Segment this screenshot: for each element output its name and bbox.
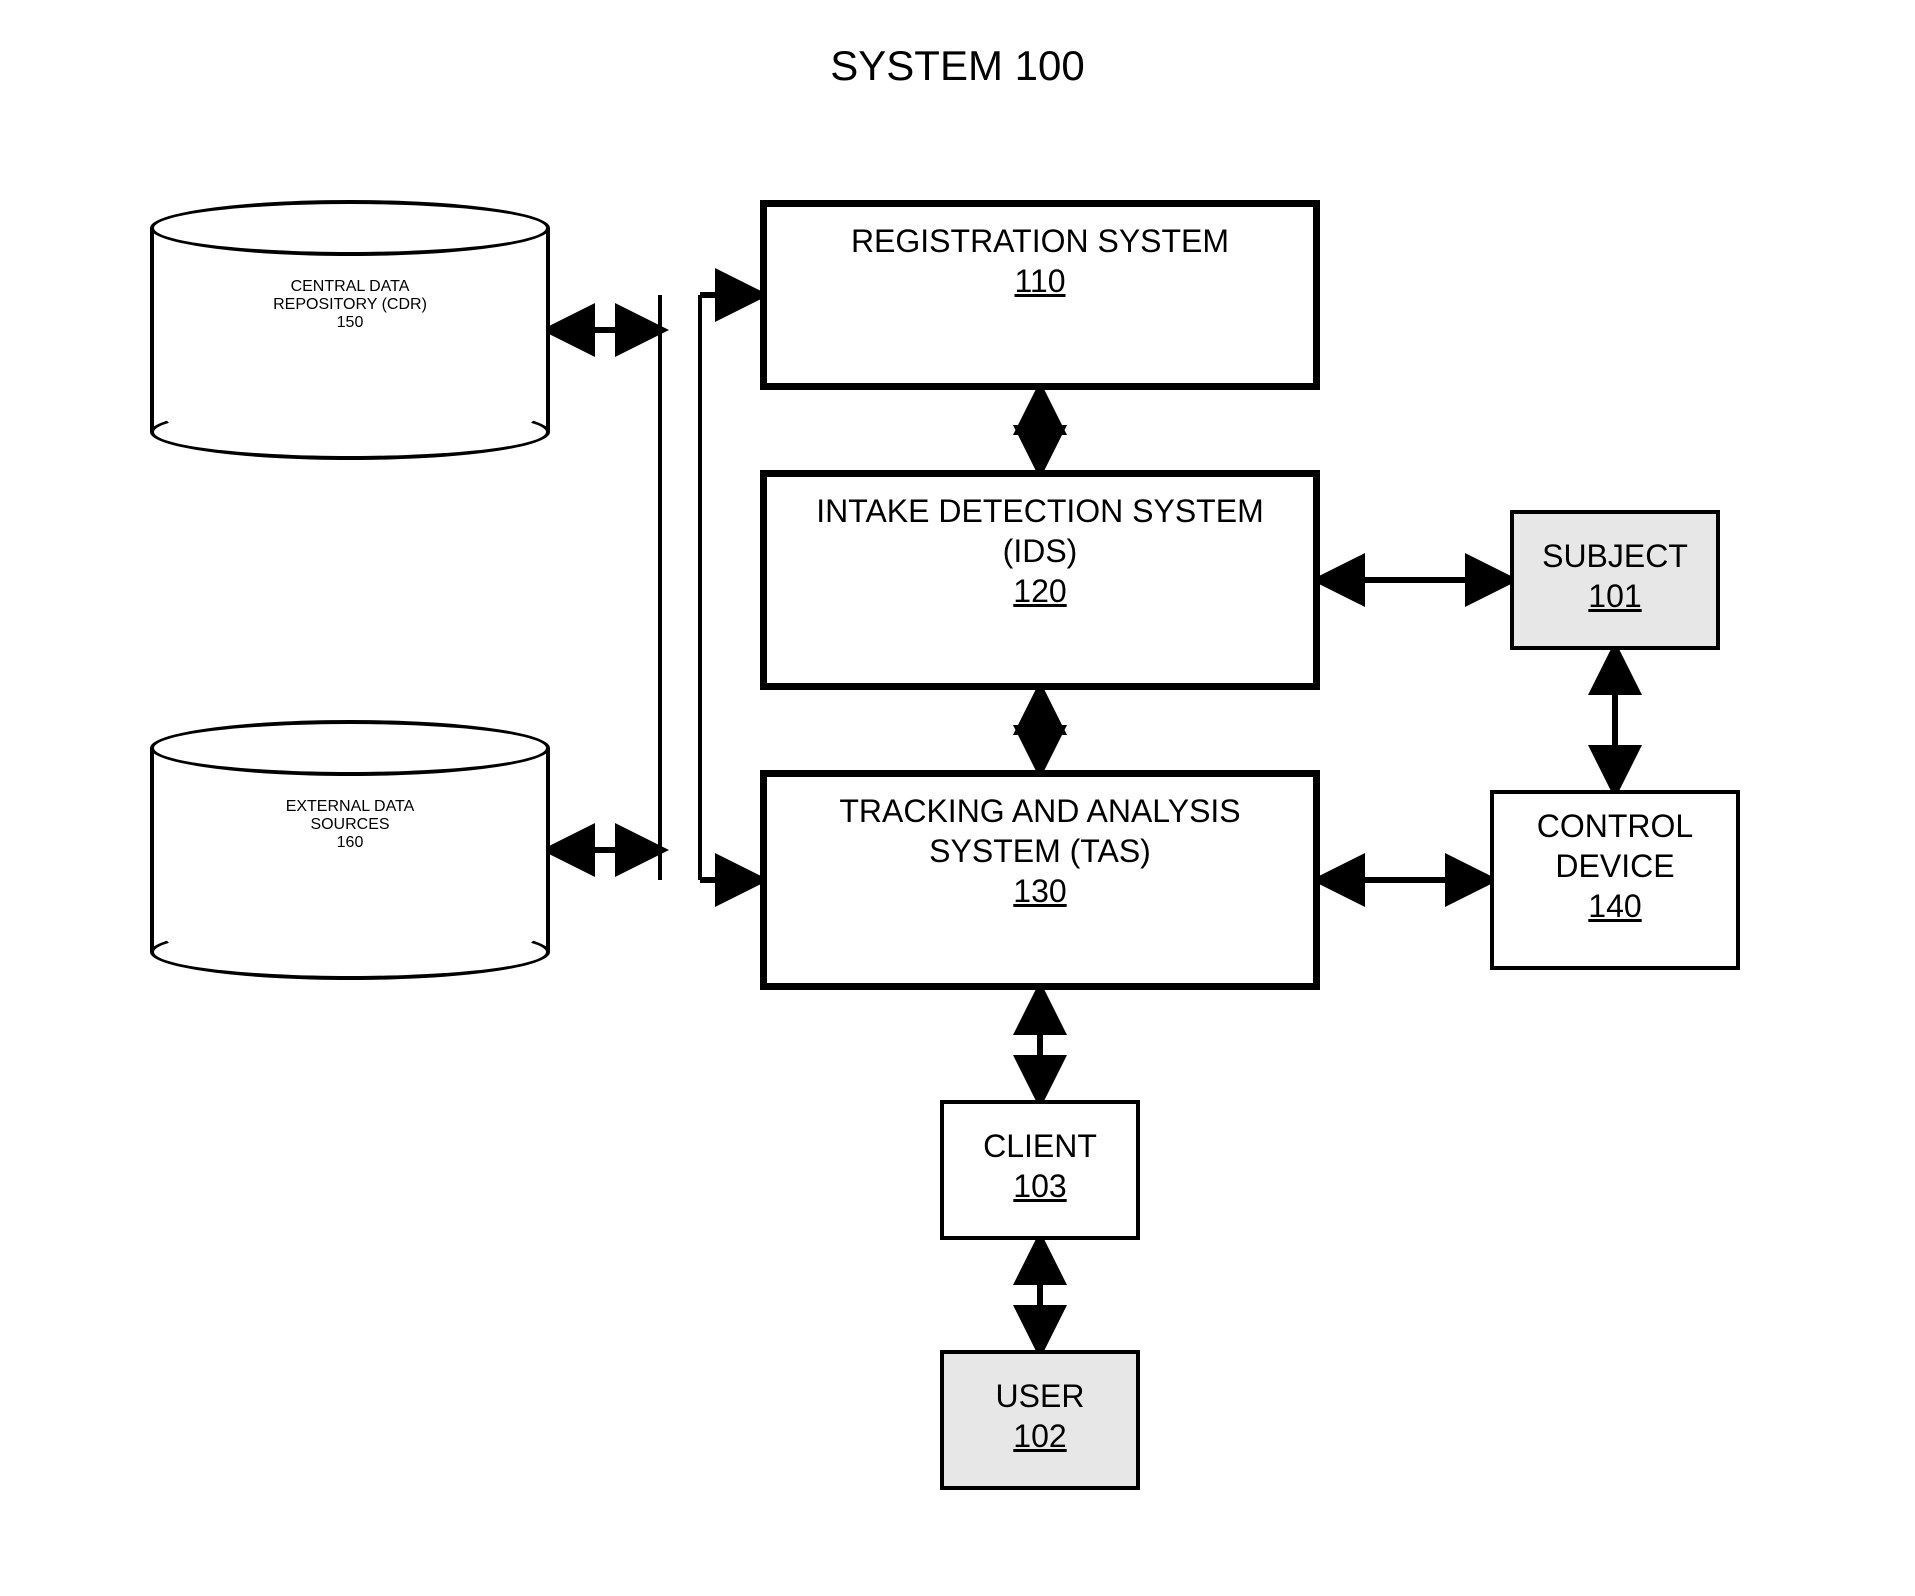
node-label: SYSTEM (TAS) — [929, 831, 1151, 871]
node-label: INTAKE DETECTION SYSTEM — [816, 491, 1263, 531]
node-ref: 110 — [1014, 263, 1065, 300]
node-label: CONTROL — [1537, 806, 1693, 846]
node-ref: 150 — [337, 314, 364, 332]
node-label: REGISTRATION SYSTEM — [851, 221, 1229, 261]
node-cdr: CENTRAL DATAREPOSITORY (CDR)150 — [150, 200, 550, 460]
node-registration: REGISTRATION SYSTEM110 — [760, 200, 1320, 390]
node-label: USER — [996, 1376, 1085, 1416]
node-ref: 103 — [1013, 1168, 1066, 1205]
node-control: CONTROLDEVICE140 — [1490, 790, 1740, 970]
node-ext: EXTERNAL DATASOURCES160 — [150, 720, 550, 980]
diagram-stage: SYSTEM 100 REGISTRATION SYSTEM110 INTAKE … — [0, 0, 1915, 1596]
node-ref: 101 — [1588, 578, 1641, 615]
node-ref: 140 — [1588, 888, 1641, 925]
node-ref: 120 — [1013, 573, 1066, 610]
node-label: (IDS) — [1003, 531, 1078, 571]
node-ref: 102 — [1013, 1418, 1066, 1455]
node-label: TRACKING AND ANALYSIS — [839, 791, 1240, 831]
node-tas: TRACKING AND ANALYSISSYSTEM (TAS)130 — [760, 770, 1320, 990]
node-label: DEVICE — [1555, 846, 1674, 886]
node-label: REPOSITORY (CDR) — [273, 296, 427, 314]
node-label: CENTRAL DATA — [291, 278, 410, 296]
node-label: SUBJECT — [1542, 536, 1688, 576]
node-ids: INTAKE DETECTION SYSTEM(IDS)120 — [760, 470, 1320, 690]
node-ref: 160 — [337, 834, 364, 852]
node-client: CLIENT103 — [940, 1100, 1140, 1240]
node-subject: SUBJECT101 — [1510, 510, 1720, 650]
node-user: USER102 — [940, 1350, 1140, 1490]
diagram-title: SYSTEM 100 — [0, 42, 1915, 90]
node-label: CLIENT — [983, 1126, 1097, 1166]
node-label: SOURCES — [310, 816, 389, 834]
node-label: EXTERNAL DATA — [286, 798, 415, 816]
node-ref: 130 — [1013, 873, 1066, 910]
